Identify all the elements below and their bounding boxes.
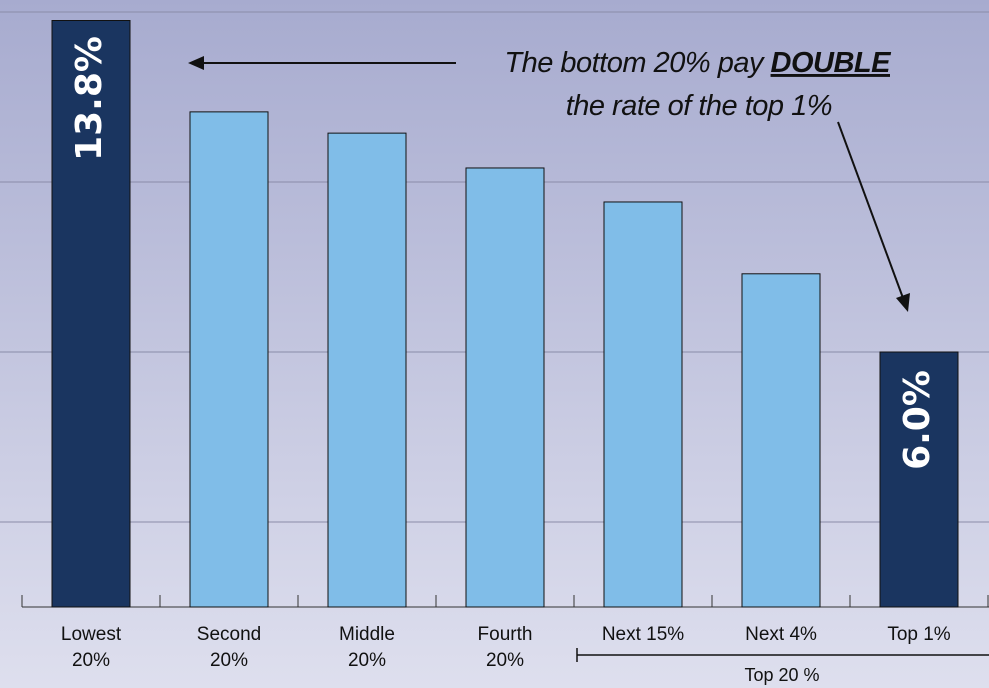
arrow-head xyxy=(188,56,204,70)
bar xyxy=(465,167,545,608)
x-tick-label: Next 15% xyxy=(601,624,685,645)
x-tick-label: Top 1% xyxy=(887,624,951,645)
bar xyxy=(741,273,821,608)
value-label: 6.0% xyxy=(897,370,938,470)
bar xyxy=(879,351,959,608)
x-tick-label: Lowest 20% xyxy=(60,624,122,671)
annotation: The bottom 20% pay DOUBLE xyxy=(504,47,892,79)
value-label: 13.8% xyxy=(69,36,110,161)
bar xyxy=(603,201,683,608)
x-tick-label: Middle 20% xyxy=(339,624,395,671)
x-tick-label: Fourth 20% xyxy=(477,624,533,671)
bar xyxy=(51,20,131,608)
bar xyxy=(189,111,269,608)
annotation-text: the rate of the top 1% xyxy=(566,90,832,122)
annotation-text: The bottom 20% pay xyxy=(504,47,770,79)
bar xyxy=(327,132,407,608)
x-tick-label: Next 4% xyxy=(745,624,817,645)
x-tick-label: Second 20% xyxy=(196,624,262,671)
annotation-emphasis: DOUBLE xyxy=(771,47,893,79)
arrow-head xyxy=(896,293,910,312)
arrow xyxy=(837,121,904,299)
group-label: Top 20 % xyxy=(744,665,820,685)
